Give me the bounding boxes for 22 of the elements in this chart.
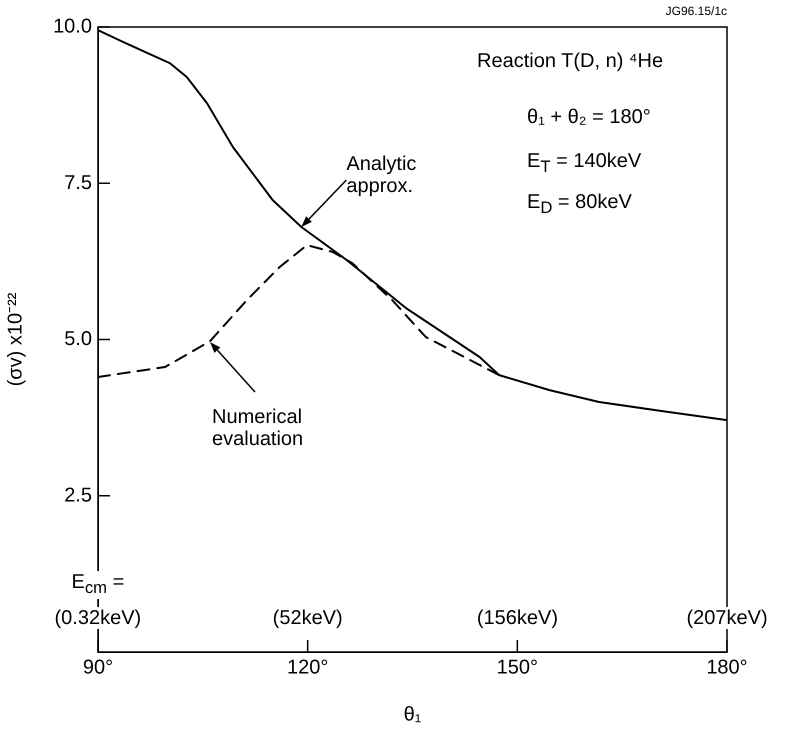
x-axis-title: θ₁ bbox=[404, 704, 422, 726]
y-tick-label: 5.0 bbox=[64, 328, 92, 350]
annotation: (0.32keV) bbox=[52, 607, 144, 629]
y-axis-title: (σv) x10⁻²² bbox=[4, 292, 27, 386]
y-tick-label: 7.5 bbox=[64, 172, 92, 194]
annotation: (52keV) bbox=[270, 607, 345, 629]
annotation: E$_{cm}$ = bbox=[70, 571, 126, 599]
y-tick-label: 2.5 bbox=[64, 484, 92, 506]
y-tick-label: 10.0 bbox=[53, 16, 92, 38]
text: JG96.15/1c bbox=[666, 4, 727, 18]
x-tick-label: 150° bbox=[496, 656, 538, 679]
annotation: (207keV) bbox=[684, 607, 770, 629]
annotation: θ₁ + θ₂ = 180° bbox=[527, 106, 651, 128]
annotation: Analytic approx. bbox=[346, 153, 418, 197]
annotation: Reaction T(D, n) ⁴He bbox=[477, 50, 664, 72]
x-tick-label: 180° bbox=[706, 656, 748, 679]
annotation: (156keV) bbox=[474, 607, 560, 629]
x-tick-label: 120° bbox=[286, 656, 328, 679]
annotation: Numerical evaluation bbox=[212, 406, 304, 450]
annotation: E$_{T}$ = 140keV bbox=[527, 150, 642, 178]
x-tick-label: 90° bbox=[82, 656, 114, 679]
annotation: E$_{D}$ = 80keV bbox=[527, 191, 632, 219]
